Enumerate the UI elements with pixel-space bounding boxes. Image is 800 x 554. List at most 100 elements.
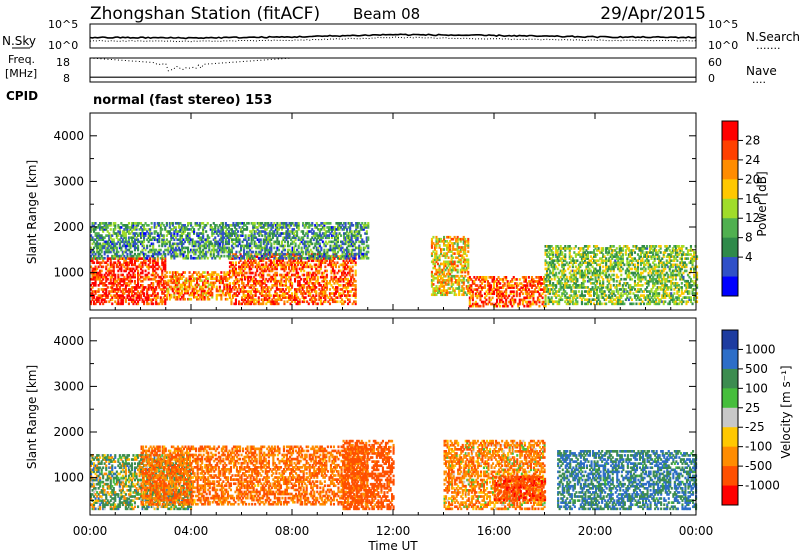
scatter-cell xyxy=(211,283,214,287)
scatter-cell xyxy=(106,269,109,273)
scatter-cell xyxy=(108,238,111,242)
scatter-cell xyxy=(266,286,269,289)
scatter-cell xyxy=(196,256,199,260)
scatter-cell xyxy=(343,234,346,237)
scatter-cell xyxy=(200,236,203,240)
scatter-cell xyxy=(102,294,105,297)
scatter-cell xyxy=(265,261,268,265)
scatter-cell xyxy=(333,232,337,235)
scatter-cell xyxy=(153,248,156,252)
scatter-cell xyxy=(133,234,137,237)
scatter-cell xyxy=(165,230,168,233)
scatter-cell xyxy=(274,255,277,258)
scatter-cell xyxy=(105,240,108,244)
scatter-cell xyxy=(303,279,306,283)
scatter-cell xyxy=(349,238,352,242)
scatter-cell xyxy=(344,277,347,281)
scatter-cell xyxy=(362,254,365,258)
scatter-cell xyxy=(161,288,164,291)
scatter-cell xyxy=(114,290,117,293)
scatter-cell xyxy=(332,232,335,235)
scatter-cell xyxy=(270,238,273,242)
scatter-cell xyxy=(99,234,102,237)
scatter-cell xyxy=(303,263,306,267)
scatter-cell xyxy=(129,246,132,250)
scatter-cell xyxy=(159,279,162,283)
scatter-cell xyxy=(291,250,294,254)
scatter-cell xyxy=(99,224,102,227)
scatter-cell xyxy=(123,265,126,269)
scatter-cell xyxy=(350,279,353,283)
scatter-cell xyxy=(303,256,306,260)
scatter-cell xyxy=(208,244,211,248)
scatter-cell xyxy=(143,277,146,281)
scatter-cell xyxy=(115,279,118,283)
scatter-cell xyxy=(182,281,185,285)
scatter-cell xyxy=(311,222,314,225)
scatter-cell xyxy=(459,260,462,264)
scatter-cell xyxy=(170,246,173,250)
scatter-cell xyxy=(245,275,248,279)
scatter-cell xyxy=(297,224,300,227)
scatter-cell xyxy=(356,234,359,237)
nsearch-line xyxy=(89,36,696,43)
scatter-cell xyxy=(206,295,209,299)
scatter-cell xyxy=(152,242,155,246)
scatter-cell xyxy=(227,232,231,235)
scatter-cell xyxy=(152,254,155,258)
scatter-cell xyxy=(343,256,346,260)
scatter-cell xyxy=(459,258,462,262)
scatter-cell xyxy=(121,273,124,277)
scatter-cell xyxy=(294,265,297,269)
scatter-cell xyxy=(202,283,205,287)
scatter-cell xyxy=(239,288,242,291)
scatter-cell xyxy=(313,296,316,299)
scatter-cell xyxy=(258,240,261,244)
scatter-cell xyxy=(318,282,321,285)
scatter-cell xyxy=(435,258,438,262)
scatter-cell xyxy=(499,304,502,308)
scatter-cell xyxy=(452,242,455,245)
scatter-cell xyxy=(162,238,165,242)
scatter-cell xyxy=(259,259,262,263)
scatter-cell xyxy=(321,236,324,240)
scatter-cell xyxy=(290,252,293,256)
scatter-cell xyxy=(278,294,282,297)
scatter-cell xyxy=(133,232,137,235)
scatter-cell xyxy=(127,279,131,283)
scatter-cell xyxy=(234,282,238,285)
scatter-cell xyxy=(206,273,209,276)
scatter-cell xyxy=(179,277,182,281)
scatter-cell xyxy=(120,263,123,267)
scatter-cell xyxy=(274,263,277,267)
scatter-cell xyxy=(193,289,196,293)
scatter-cell xyxy=(432,283,435,286)
scatter-cell xyxy=(147,288,150,291)
scatter-cell xyxy=(94,228,97,231)
scatter-cell xyxy=(121,302,124,306)
scatter-cell xyxy=(162,265,165,269)
scatter-cell xyxy=(338,224,341,227)
scatter-cell xyxy=(342,267,345,271)
scatter-cell xyxy=(149,284,152,287)
scatter-cell xyxy=(253,282,256,285)
scatter-cell xyxy=(298,302,301,306)
scatter-cell xyxy=(246,256,249,260)
scatter-cell xyxy=(256,263,259,267)
scatter-cell xyxy=(263,282,266,285)
scatter-cell xyxy=(329,240,332,244)
scatter-cell xyxy=(129,273,132,277)
scatter-cell xyxy=(316,269,319,273)
scatter-cell xyxy=(111,275,114,279)
scatter-cell xyxy=(331,300,335,304)
scatter-cell xyxy=(99,275,102,279)
scatter-cell xyxy=(244,238,247,242)
scatter-cell xyxy=(124,228,127,231)
scatter-cell xyxy=(144,228,147,231)
scatter-cell xyxy=(344,290,347,293)
scatter-cell xyxy=(449,266,452,270)
scatter-cell xyxy=(106,248,109,252)
scatter-cell xyxy=(233,294,236,297)
scatter-cell xyxy=(274,226,277,229)
scatter-cell xyxy=(276,242,279,246)
